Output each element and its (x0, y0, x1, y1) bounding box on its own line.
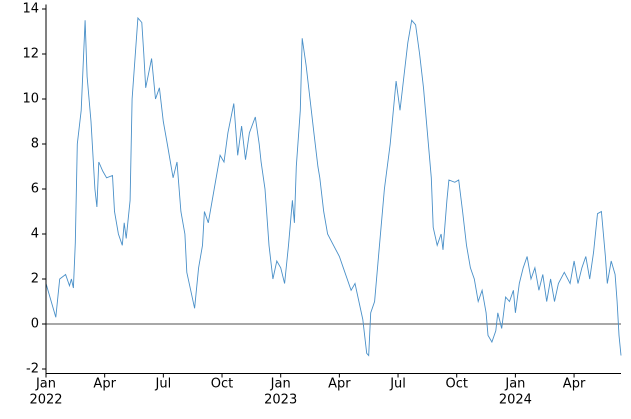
y-tick-label: 2 (31, 272, 39, 287)
x-tick-label: Jan 2022 (29, 376, 62, 407)
x-tick-label: Apr (93, 376, 116, 391)
x-tick-label: Apr (328, 376, 351, 391)
x-tick-label: Jan 2023 (264, 376, 297, 407)
x-tick-label: Jul (389, 376, 406, 391)
x-tick-label: Oct (445, 376, 467, 391)
y-tick-label: -2 (26, 362, 39, 377)
y-tick-label: 14 (22, 2, 39, 17)
x-tick-label: Jul (155, 376, 172, 391)
x-tick-label: Apr (563, 376, 586, 391)
y-tick-label: 10 (22, 92, 39, 107)
y-tick-label: 6 (31, 182, 39, 197)
y-tick-label: 8 (31, 137, 39, 152)
y-tick-label: 4 (31, 227, 39, 242)
y-tick-label: 0 (31, 317, 39, 332)
data-line (45, 16, 622, 357)
y-tick-label: 12 (22, 47, 39, 62)
x-tick-label: Oct (211, 376, 233, 391)
x-tick-label: Jan 2024 (499, 376, 532, 407)
